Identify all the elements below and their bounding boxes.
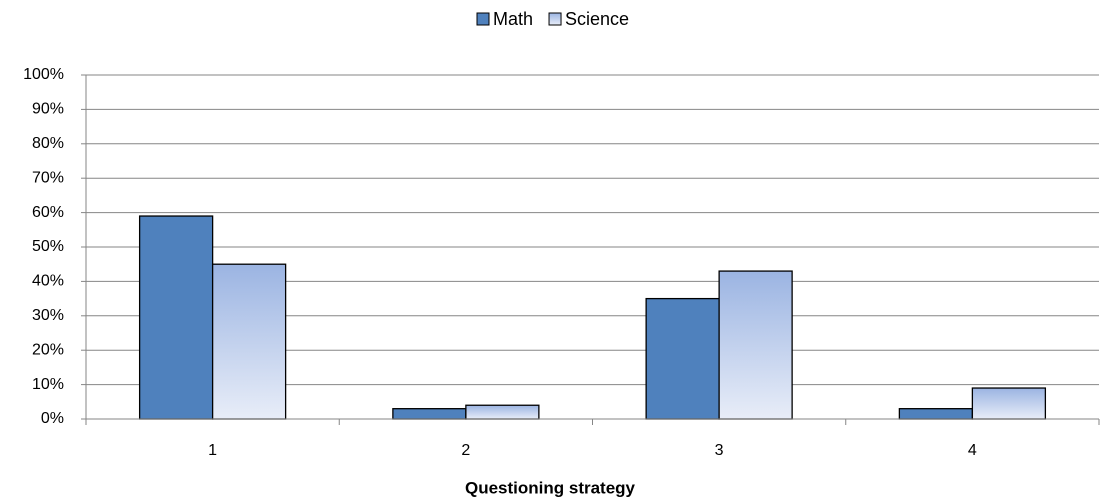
bar	[645, 297, 720, 420]
y-tick-label: 40%	[32, 273, 64, 290]
y-tick-label: 70%	[32, 169, 64, 186]
bar	[718, 270, 793, 420]
x-tick-label: 3	[715, 442, 724, 459]
y-tick-label: 90%	[32, 101, 64, 118]
bar	[898, 408, 974, 420]
x-axis-title: Questioning strategy	[465, 478, 636, 497]
bar	[211, 263, 287, 420]
y-tick-label: 0%	[41, 410, 64, 427]
legend-swatch	[548, 12, 562, 26]
bar	[465, 404, 540, 420]
y-tick-label: 100%	[23, 66, 64, 83]
y-tick-label: 50%	[32, 238, 64, 255]
y-tick-label: 30%	[32, 307, 64, 324]
x-tick-label: 4	[968, 442, 977, 459]
y-tick-label: 80%	[32, 135, 64, 152]
bar	[138, 215, 214, 420]
legend-label: Science	[565, 9, 629, 29]
bar	[971, 387, 1047, 420]
legend-swatch	[476, 12, 490, 26]
x-tick-label: 1	[208, 442, 217, 459]
legend-label: Math	[493, 9, 533, 29]
x-tick-label: 2	[461, 442, 470, 459]
y-tick-label: 60%	[32, 204, 64, 221]
y-tick-label: 10%	[32, 376, 64, 393]
bar	[392, 408, 467, 420]
y-tick-label: 20%	[32, 341, 64, 358]
